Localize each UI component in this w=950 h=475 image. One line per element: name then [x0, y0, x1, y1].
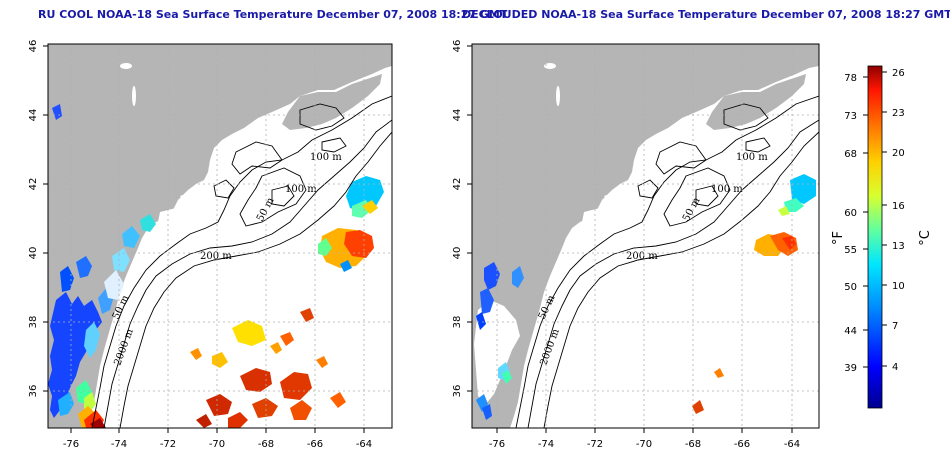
graticule	[472, 44, 819, 428]
x-tick-label: -68	[258, 439, 274, 450]
celsius-tick: 4	[892, 362, 898, 373]
bathymetry-contours	[91, 95, 392, 428]
map-frame	[471, 43, 820, 429]
fahrenheit-tick: 60	[844, 208, 857, 219]
x-tick-label: -70	[209, 439, 225, 450]
fahrenheit-tick: 68	[844, 149, 857, 160]
contour-label: 200 m	[200, 251, 232, 262]
sst-patch-georges	[790, 174, 816, 204]
celsius-tick: 20	[892, 148, 905, 159]
map-title-left: RU COOL NOAA-18 Sea Surface Temperature …	[38, 8, 508, 21]
celsius-tick: 10	[892, 281, 905, 292]
contour-label: 100 m	[711, 184, 743, 195]
axis-ticks	[467, 45, 793, 433]
colorbar-ticks	[863, 71, 887, 368]
x-tick-label: -76	[489, 439, 505, 450]
y-tick-label: 44	[452, 109, 463, 122]
fahrenheit-unit-label: °F	[831, 231, 846, 245]
land-mass	[48, 44, 392, 428]
land-nova-scotia	[282, 74, 382, 130]
fahrenheit-tick: 73	[844, 111, 857, 122]
y-tick-label: 40	[28, 247, 39, 260]
y-tick-label: 38	[452, 316, 463, 329]
y-tick-label: 36	[452, 385, 463, 398]
x-tick-label: -64	[356, 439, 372, 450]
x-tick-label: -70	[636, 439, 652, 450]
y-tick-label: 36	[28, 385, 39, 398]
map-frame	[47, 43, 393, 429]
y-tick-label: 42	[452, 178, 463, 191]
x-tick-label: -76	[63, 439, 79, 450]
contour-label: 100 m	[736, 152, 768, 163]
land-mass	[472, 44, 819, 428]
fahrenheit-tick: 50	[844, 282, 857, 293]
celsius-tick: 7	[892, 321, 898, 332]
temperature-colorbar: 78 73 68 60 55 50 44 39 26 23 20 16 13 1…	[831, 65, 933, 409]
y-tick-label: 38	[28, 316, 39, 329]
y-tick-label: 46	[452, 40, 463, 53]
fahrenheit-tick: 39	[844, 363, 857, 374]
contour-label: 100 m	[310, 152, 342, 163]
celsius-tick: 23	[892, 108, 905, 119]
sst-coastal-cold	[48, 292, 102, 418]
fahrenheit-tick: 44	[844, 326, 857, 337]
fahrenheit-tick: 78	[844, 73, 857, 84]
x-tick-label: -64	[784, 439, 800, 450]
x-tick-label: -74	[111, 439, 127, 450]
x-tick-label: -66	[734, 439, 750, 450]
map-panel-left: 100 m 100 m 50 m 200 m 50 m 2000 m	[28, 40, 393, 450]
contour-label: 100 m	[285, 184, 317, 195]
fahrenheit-tick: 55	[844, 245, 857, 256]
sst-patch-georges	[346, 176, 384, 212]
map-title-right: DECLOUDED NOAA-18 Sea Surface Temperatur…	[462, 8, 950, 21]
graticule	[48, 44, 392, 428]
y-tick-label: 46	[28, 40, 39, 53]
x-tick-label: -68	[685, 439, 701, 450]
sst-coastal-cold	[484, 262, 500, 290]
celsius-unit-label: °C	[918, 230, 933, 246]
axis-ticks	[43, 45, 365, 433]
x-tick-label: -66	[307, 439, 323, 450]
lake	[132, 86, 136, 106]
map-panel-right: 100 m 100 m 50 m 200 m 50 m 2000 m	[452, 40, 820, 450]
x-tick-label: -72	[160, 439, 176, 450]
x-tick-label: -74	[538, 439, 554, 450]
y-tick-label: 44	[28, 109, 39, 122]
colorbar-ramp	[867, 65, 883, 409]
celsius-tick: 13	[892, 241, 905, 252]
lake	[120, 63, 132, 69]
celsius-tick: 16	[892, 201, 905, 212]
x-tick-label: -72	[587, 439, 603, 450]
y-tick-label: 42	[28, 178, 39, 191]
celsius-tick: 26	[892, 68, 905, 79]
y-tick-label: 40	[452, 247, 463, 260]
contour-label: 200 m	[626, 251, 658, 262]
